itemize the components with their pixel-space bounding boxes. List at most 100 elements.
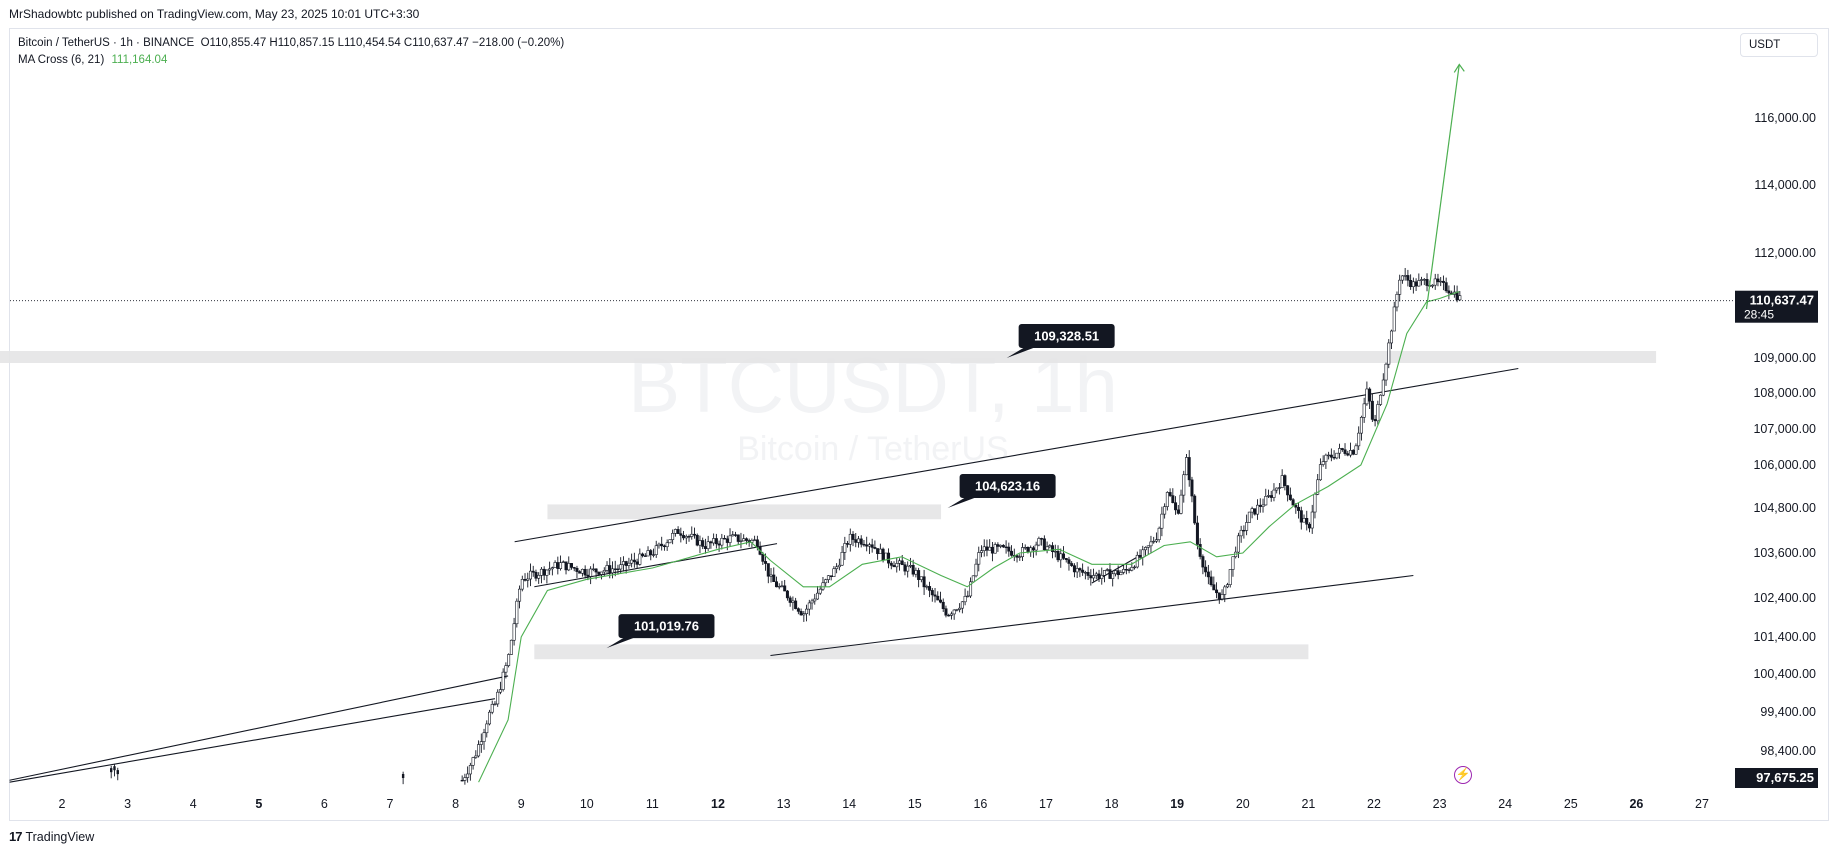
candle-up [1327,454,1331,457]
candle-up [1376,404,1380,422]
candle-up [1048,545,1052,548]
candle-up [1338,448,1342,454]
chart-frame[interactable] [9,28,1829,821]
candle-up [1122,569,1126,573]
candle-down [733,534,737,536]
lightning-icon[interactable]: ⚡ [1454,766,1472,784]
candle-down [1116,570,1120,576]
candle-up [673,529,677,534]
candle-down [1258,504,1262,507]
candle-down [632,559,636,563]
candle-up [824,579,828,584]
candle-up [1152,540,1156,543]
candle-down [1283,475,1287,486]
legend-symbol-row[interactable]: Bitcoin / TetherUS · 1h · BINANCE O110,8… [18,35,564,52]
candle-down [1124,569,1128,571]
candle-down [110,768,113,773]
candle-down [1269,495,1273,498]
candle-up [826,575,830,580]
candle-down [1406,275,1410,281]
candle-down [903,564,907,572]
currency-selector[interactable]: USDT [1740,33,1818,57]
candle-down [569,563,573,568]
trendline [770,574,1414,657]
candle-up [591,568,595,570]
candle-up [1264,496,1268,506]
candle-up [802,613,806,616]
price-axis-tick: 114,000.00 [1754,178,1816,192]
candle-down [608,565,612,574]
trendline [9,698,496,783]
candle-down [922,576,926,588]
candle-up [466,773,470,778]
legend-ma-row[interactable]: MA Cross (6, 21) 111,164.04 [18,52,564,69]
candle-down [1294,504,1298,508]
candle-down [643,555,647,557]
candle-up [548,568,552,571]
candle-down [1286,485,1290,496]
candle-up [1420,279,1424,281]
candle-down [1212,584,1216,591]
candle-up [498,689,502,693]
candle-down [1436,278,1440,283]
candle-down [641,553,645,557]
candle-down [1253,508,1257,515]
candle-up [1335,452,1339,459]
candle-up [1433,278,1437,286]
candle-down [1373,419,1377,422]
candle-down [851,533,855,540]
candle-down [1190,479,1194,497]
candle-up [1075,568,1079,573]
candle-down [564,561,568,571]
candle-down [1414,281,1418,287]
time-axis-tick: 14 [842,797,856,811]
candle-up [791,600,795,603]
price-callout: 109,328.51 [1006,324,1115,358]
candle-up [1231,556,1235,570]
candle-down [116,770,119,775]
candle-down [928,586,932,591]
candle-down [1242,529,1246,532]
candle-down [1201,556,1205,568]
candle-up [1179,494,1183,514]
candle-up [684,536,688,539]
candle-down [624,561,628,566]
callout-label: 104,623.16 [975,479,1040,494]
last-price-label: 110,637.47 [1750,293,1814,308]
published-line: MrShadowbtc published on TradingView.com… [9,7,420,21]
candle-up [1146,545,1150,548]
candle-up [537,575,541,579]
price-axis-tick: 107,000.00 [1753,422,1816,436]
candle-up [600,571,604,575]
candle-down [1086,572,1090,576]
price-axis-tick: 99,400.00 [1760,705,1816,719]
candle-up [840,551,844,566]
candle-up [1220,594,1224,600]
candle-down [1340,448,1344,451]
candle-up [958,607,962,610]
callout-pointer [1006,346,1039,358]
candle-down [1056,550,1060,561]
time-axis-tick: 9 [518,797,525,811]
candle-up [1411,281,1415,288]
candle-up [493,703,497,706]
tradingview-footer[interactable]: 17 TradingView [9,829,94,844]
candle-down [1332,456,1336,459]
time-axis-tick: 11 [646,797,659,811]
trendline [514,367,1519,543]
price-axis-tick: 112,000.00 [1754,246,1816,260]
candle-up [1324,454,1328,462]
candle-up [884,552,888,561]
candle-down [1368,388,1372,402]
candle-up [638,553,642,565]
candle-down [1078,568,1082,571]
candle-down [695,534,699,546]
candle-down [1176,509,1180,514]
candle-down [660,543,664,547]
candle-up [908,565,912,567]
time-axis-tick: 16 [973,797,987,811]
candle-down [1187,457,1191,481]
candle-up [479,741,483,745]
min-price-tag [1735,768,1818,788]
